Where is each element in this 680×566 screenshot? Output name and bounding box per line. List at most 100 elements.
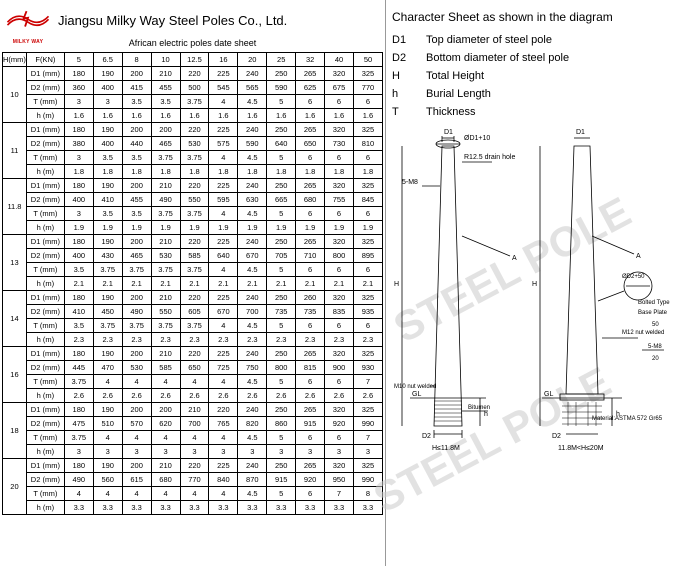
character-desc: Bottom diameter of steel pole — [426, 52, 569, 64]
cell-value: 1.8 — [267, 165, 296, 179]
table-row: 10D1 (mm)1801902002102202252402502653203… — [3, 67, 383, 81]
cell-value: 240 — [238, 291, 267, 305]
label-20: 20 — [652, 356, 659, 362]
cell-value: 325 — [353, 67, 382, 81]
cell-value: 320 — [325, 347, 354, 361]
cell-value: 675 — [325, 81, 354, 95]
cell-value: 550 — [180, 193, 209, 207]
cell-value: 3 — [64, 95, 93, 109]
cell-param: D1 (mm) — [26, 347, 64, 361]
table-row: D2 (mm)400430465530585640670705710800895 — [3, 249, 383, 263]
table-row: h (m)33333333333 — [3, 445, 383, 459]
cell-value: 2.1 — [325, 277, 354, 291]
cell-value: 4 — [64, 487, 93, 501]
cell-value: 250 — [267, 347, 296, 361]
cell-value: 1.9 — [209, 221, 238, 235]
cell-value: 3.75 — [93, 263, 122, 277]
cell-value: 6 — [353, 95, 382, 109]
cell-value: 2.3 — [353, 333, 382, 347]
table-row: D2 (mm)380400440465530575590640650730810 — [3, 137, 383, 151]
cell-value: 225 — [209, 291, 238, 305]
cell-value: 190 — [93, 347, 122, 361]
cell-param: D1 (mm) — [26, 291, 64, 305]
cell-param: D1 (mm) — [26, 123, 64, 137]
cell-value: 1.9 — [93, 221, 122, 235]
cell-value: 640 — [209, 249, 238, 263]
cell-value: 3 — [180, 445, 209, 459]
cell-value: 4.5 — [238, 207, 267, 221]
cell-value: 320 — [325, 123, 354, 137]
cell-value: 325 — [353, 235, 382, 249]
cell-value: 380 — [64, 137, 93, 151]
cell-value: 190 — [93, 123, 122, 137]
cell-value: 200 — [122, 347, 151, 361]
cell-value: 585 — [180, 249, 209, 263]
cell-value: 220 — [180, 123, 209, 137]
label-d2: D2 — [422, 433, 431, 440]
th-load: 12.5 — [180, 53, 209, 67]
cell-value: 920 — [296, 473, 325, 487]
table-row: D2 (mm)445470530585650725750800815900930 — [3, 361, 383, 375]
label-drain: R12.5 drain hole — [464, 154, 515, 161]
cell-h: 11 — [3, 123, 27, 179]
cell-value: 415 — [122, 81, 151, 95]
cell-value: 930 — [353, 361, 382, 375]
header: MILKY WAY Jiangsu Milky Way Steel Poles … — [2, 6, 383, 34]
cell-value: 3.3 — [296, 501, 325, 515]
cell-value: 220 — [180, 291, 209, 305]
label-d1r: D1 — [576, 129, 585, 136]
cell-value: 810 — [353, 137, 382, 151]
cell-value: 2.3 — [267, 333, 296, 347]
table-row: 11.8D1 (mm)18019020021022022524025026532… — [3, 179, 383, 193]
th-f: F(KN) — [26, 53, 64, 67]
cell-value: 2.1 — [296, 277, 325, 291]
cell-value: 680 — [296, 193, 325, 207]
cell-value: 550 — [151, 305, 180, 319]
table-row: T (mm)3.75444444.55667 — [3, 375, 383, 389]
table-row: h (m)2.62.62.62.62.62.62.62.62.62.62.6 — [3, 389, 383, 403]
cell-value: 240 — [238, 347, 267, 361]
cell-value: 3.75 — [122, 319, 151, 333]
cell-value: 210 — [151, 459, 180, 473]
cell-value: 1.9 — [267, 221, 296, 235]
cell-value: 3 — [64, 207, 93, 221]
cell-value: 4 — [151, 375, 180, 389]
cell-value: 2.6 — [296, 389, 325, 403]
cell-value: 3.75 — [151, 207, 180, 221]
cell-value: 210 — [151, 67, 180, 81]
cell-value: 650 — [296, 137, 325, 151]
cell-value: 560 — [93, 473, 122, 487]
label-h1: H≤11.8M — [432, 445, 460, 452]
company-name: Jiangsu Milky Way Steel Poles Co., Ltd. — [58, 13, 287, 28]
pole-diagram: ØD1+10 R12.5 drain hole 5-M8 A M10 nut w… — [392, 126, 680, 506]
table-row: T (mm)333.53.53.7544.55666 — [3, 95, 383, 109]
cell-value: 4 — [180, 375, 209, 389]
cell-value: 225 — [209, 67, 238, 81]
cell-value: 455 — [151, 81, 180, 95]
cell-value: 625 — [296, 81, 325, 95]
cell-value: 1.8 — [93, 165, 122, 179]
cell-value: 1.8 — [325, 165, 354, 179]
cell-value: 895 — [353, 249, 382, 263]
cell-value: 400 — [93, 81, 122, 95]
cell-value: 6 — [296, 151, 325, 165]
cell-value: 320 — [325, 459, 354, 473]
cell-value: 1.9 — [325, 221, 354, 235]
cell-value: 6 — [296, 487, 325, 501]
cell-h: 20 — [3, 459, 27, 515]
cell-value: 220 — [180, 459, 209, 473]
cell-value: 1.6 — [151, 109, 180, 123]
cell-value: 3 — [267, 445, 296, 459]
cell-value: 320 — [325, 235, 354, 249]
table-row: 16D1 (mm)1801902002102202252402502653203… — [3, 347, 383, 361]
cell-value: 265 — [296, 403, 325, 417]
cell-value: 210 — [151, 347, 180, 361]
cell-value: 990 — [353, 473, 382, 487]
cell-value: 3 — [151, 445, 180, 459]
table-row: 18D1 (mm)1801902002002102202402502653203… — [3, 403, 383, 417]
cell-value: 3.3 — [209, 501, 238, 515]
table-row: h (m)1.81.81.81.81.81.81.81.81.81.81.8 — [3, 165, 383, 179]
th-load: 10 — [151, 53, 180, 67]
cell-value: 1.9 — [151, 221, 180, 235]
cell-value: 1.8 — [296, 165, 325, 179]
